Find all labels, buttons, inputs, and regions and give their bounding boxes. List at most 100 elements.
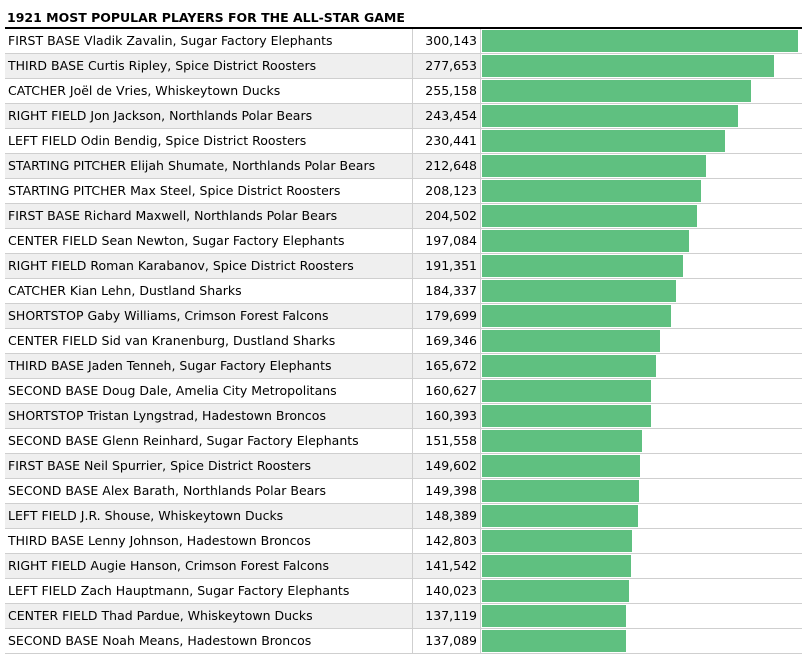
bar-cell	[481, 329, 802, 353]
table-row: SECOND BASE Glenn Reinhard, Sugar Factor…	[5, 429, 802, 454]
table-row: FIRST BASE Vladik Zavalin, Sugar Factory…	[5, 29, 802, 54]
bar-cell	[481, 129, 802, 153]
bar-cell	[481, 529, 802, 553]
vote-count: 137,119	[413, 604, 481, 628]
vote-bar	[482, 80, 751, 102]
vote-bar	[482, 580, 629, 602]
bar-cell	[481, 29, 802, 53]
table-row: RIGHT FIELD Roman Karabanov, Spice Distr…	[5, 254, 802, 279]
player-label: SECOND BASE Glenn Reinhard, Sugar Factor…	[5, 429, 413, 453]
vote-count: 243,454	[413, 104, 481, 128]
player-label: CATCHER Joël de Vries, Whiskeytown Ducks	[5, 79, 413, 103]
player-label: LEFT FIELD J.R. Shouse, Whiskeytown Duck…	[5, 504, 413, 528]
bar-cell	[481, 554, 802, 578]
bar-cell	[481, 254, 802, 278]
vote-count: 149,602	[413, 454, 481, 478]
vote-bar	[482, 355, 656, 377]
vote-bar	[482, 405, 651, 427]
vote-count: 255,158	[413, 79, 481, 103]
table-row: SECOND BASE Doug Dale, Amelia City Metro…	[5, 379, 802, 404]
bar-cell	[481, 229, 802, 253]
table-row: SHORTSTOP Gaby Williams, Crimson Forest …	[5, 304, 802, 329]
vote-bar	[482, 480, 639, 502]
player-label: FIRST BASE Richard Maxwell, Northlands P…	[5, 204, 413, 228]
vote-count: 142,803	[413, 529, 481, 553]
vote-bar	[482, 605, 626, 627]
player-label: FIRST BASE Vladik Zavalin, Sugar Factory…	[5, 29, 413, 53]
vote-bar	[482, 305, 671, 327]
vote-count: 197,084	[413, 229, 481, 253]
table-row: RIGHT FIELD Augie Hanson, Crimson Forest…	[5, 554, 802, 579]
bar-cell	[481, 279, 802, 303]
player-label: CENTER FIELD Thad Pardue, Whiskeytown Du…	[5, 604, 413, 628]
vote-bar	[482, 430, 642, 452]
player-label: CATCHER Kian Lehn, Dustland Sharks	[5, 279, 413, 303]
vote-bar	[482, 255, 683, 277]
player-label: FIRST BASE Neil Spurrier, Spice District…	[5, 454, 413, 478]
vote-bar	[482, 280, 676, 302]
vote-bar	[482, 230, 689, 252]
vote-count: 277,653	[413, 54, 481, 78]
player-label: CENTER FIELD Sean Newton, Sugar Factory …	[5, 229, 413, 253]
vote-count: 137,089	[413, 629, 481, 653]
vote-bar	[482, 555, 631, 577]
bar-cell	[481, 404, 802, 428]
vote-bar	[482, 530, 632, 552]
player-label: STARTING PITCHER Elijah Shumate, Northla…	[5, 154, 413, 178]
bar-cell	[481, 354, 802, 378]
vote-count: 169,346	[413, 329, 481, 353]
bar-cell	[481, 79, 802, 103]
vote-bar	[482, 105, 738, 127]
vote-count: 140,023	[413, 579, 481, 603]
player-label: SECOND BASE Alex Barath, Northlands Pola…	[5, 479, 413, 503]
bar-cell	[481, 304, 802, 328]
table-row: RIGHT FIELD Jon Jackson, Northlands Pola…	[5, 104, 802, 129]
table-row: CENTER FIELD Sid van Kranenburg, Dustlan…	[5, 329, 802, 354]
vote-count: 160,627	[413, 379, 481, 403]
table-row: LEFT FIELD J.R. Shouse, Whiskeytown Duck…	[5, 504, 802, 529]
player-label: CENTER FIELD Sid van Kranenburg, Dustlan…	[5, 329, 413, 353]
bar-cell	[481, 379, 802, 403]
vote-bar	[482, 330, 660, 352]
vote-bar	[482, 130, 725, 152]
player-label: THIRD BASE Lenny Johnson, Hadestown Bron…	[5, 529, 413, 553]
bar-cell	[481, 54, 802, 78]
bar-cell	[481, 204, 802, 228]
player-label: SHORTSTOP Gaby Williams, Crimson Forest …	[5, 304, 413, 328]
table-row: LEFT FIELD Zach Hauptmann, Sugar Factory…	[5, 579, 802, 604]
bar-cell	[481, 429, 802, 453]
bar-cell	[481, 579, 802, 603]
vote-count: 148,389	[413, 504, 481, 528]
vote-bar	[482, 380, 651, 402]
bar-cell	[481, 454, 802, 478]
table-row: CENTER FIELD Thad Pardue, Whiskeytown Du…	[5, 604, 802, 629]
vote-bar	[482, 455, 640, 477]
table-row: SHORTSTOP Tristan Lyngstrad, Hadestown B…	[5, 404, 802, 429]
bar-cell	[481, 629, 802, 653]
vote-count: 191,351	[413, 254, 481, 278]
bar-cell	[481, 479, 802, 503]
table-row: THIRD BASE Jaden Tenneh, Sugar Factory E…	[5, 354, 802, 379]
vote-count: 230,441	[413, 129, 481, 153]
player-table: FIRST BASE Vladik Zavalin, Sugar Factory…	[5, 29, 802, 654]
player-label: SHORTSTOP Tristan Lyngstrad, Hadestown B…	[5, 404, 413, 428]
player-label: RIGHT FIELD Roman Karabanov, Spice Distr…	[5, 254, 413, 278]
table-row: CENTER FIELD Sean Newton, Sugar Factory …	[5, 229, 802, 254]
vote-count: 179,699	[413, 304, 481, 328]
table-row: FIRST BASE Neil Spurrier, Spice District…	[5, 454, 802, 479]
vote-bar	[482, 505, 638, 527]
vote-bar	[482, 630, 626, 652]
report-title: 1921 MOST POPULAR PLAYERS FOR THE ALL-ST…	[5, 9, 802, 29]
vote-count: 184,337	[413, 279, 481, 303]
player-label: SECOND BASE Noah Means, Hadestown Bronco…	[5, 629, 413, 653]
bar-cell	[481, 179, 802, 203]
vote-bar	[482, 55, 774, 77]
table-row: CATCHER Kian Lehn, Dustland Sharks 184,33…	[5, 279, 802, 304]
player-label: SECOND BASE Doug Dale, Amelia City Metro…	[5, 379, 413, 403]
player-label: THIRD BASE Curtis Ripley, Spice District…	[5, 54, 413, 78]
table-row: SECOND BASE Noah Means, Hadestown Bronco…	[5, 629, 802, 654]
vote-bar	[482, 155, 706, 177]
vote-bar	[482, 30, 798, 52]
player-label: LEFT FIELD Odin Bendig, Spice District R…	[5, 129, 413, 153]
